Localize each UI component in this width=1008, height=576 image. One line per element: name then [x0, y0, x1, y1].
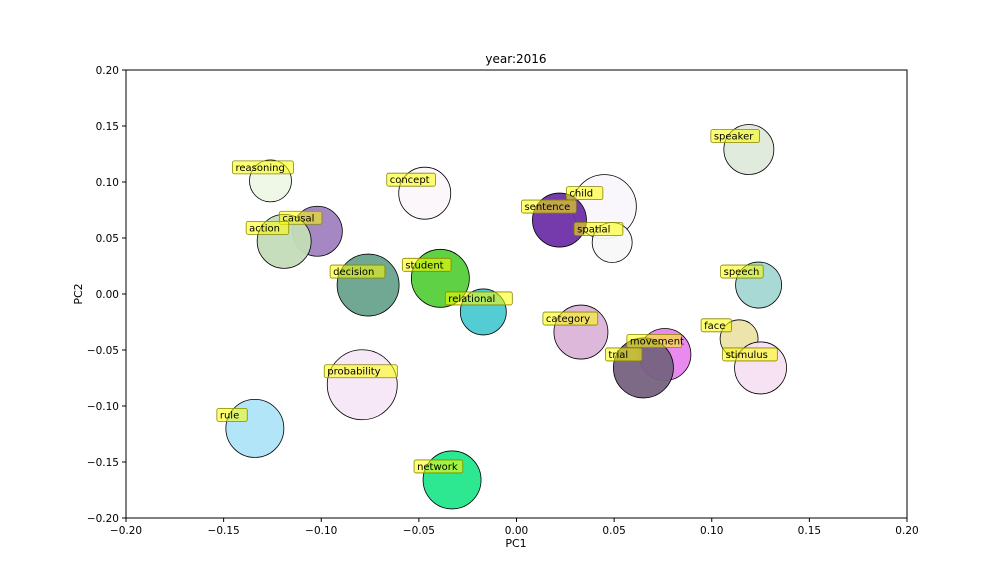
label-network: network: [413, 459, 464, 474]
label-face: face: [700, 318, 732, 333]
y-tick-label: −0.05: [87, 345, 119, 357]
label-text: rule: [220, 410, 239, 421]
label-box: [401, 257, 452, 272]
label-box: [720, 264, 764, 279]
label-text: action: [249, 223, 280, 234]
label-text: relational: [448, 294, 495, 305]
y-tick-label: −0.20: [87, 513, 119, 525]
x-tick-label: 0.00: [505, 525, 528, 537]
chart-title: year:2016: [485, 52, 546, 66]
label-box: [710, 129, 760, 143]
label-sentence: sentence: [521, 199, 577, 214]
y-tick-label: 0.05: [96, 233, 119, 245]
label-box: [245, 220, 290, 235]
label-text: category: [546, 314, 590, 325]
label-box: [413, 459, 464, 474]
label-text: reasoning: [235, 163, 284, 174]
label-rule: rule: [216, 407, 248, 422]
x-tick-label: 0.15: [798, 525, 821, 537]
label-text: spatial: [577, 224, 610, 235]
y-tick-label: 0.20: [96, 65, 119, 77]
y-tick-label: 0.15: [96, 121, 119, 133]
label-text: face: [704, 321, 725, 332]
label-relational: relational: [444, 291, 513, 306]
y-tick-label: 0.00: [96, 289, 119, 301]
label-trial: trial: [605, 347, 643, 362]
label-box: [542, 311, 599, 326]
label-text: trial: [608, 350, 628, 361]
label-box: [216, 407, 248, 422]
x-tick-label: −0.10: [305, 525, 337, 537]
label-student: student: [401, 257, 452, 272]
y-axis-label: PC2: [72, 283, 85, 304]
label-box: [444, 291, 513, 306]
label-probability: probability: [323, 364, 398, 379]
label-box: [722, 347, 778, 362]
label-text: stimulus: [726, 350, 768, 361]
x-tick-label: 0.20: [895, 525, 918, 537]
label-box: [278, 210, 323, 225]
label-box: [386, 172, 436, 187]
label-text: speaker: [714, 132, 754, 143]
point-probability: [326, 349, 398, 421]
y-tick-label: −0.15: [87, 457, 119, 469]
x-tick-label: 0.10: [700, 525, 723, 537]
label-box: [329, 264, 386, 279]
x-tick-label: −0.15: [208, 525, 240, 537]
label-text: movement: [630, 336, 684, 347]
label-child: child: [565, 186, 604, 201]
x-axis: −0.20 −0.15 −0.10 −0.05 0.00 0.05 0.10 0.15 0.20: [110, 518, 919, 537]
label-speaker: speaker: [710, 129, 760, 143]
label-box: [573, 222, 624, 236]
label-action: action: [245, 220, 290, 235]
label-text: concept: [390, 175, 430, 186]
label-text: decision: [333, 267, 374, 278]
x-tick-label: 0.05: [602, 525, 625, 537]
label-box: [232, 160, 294, 175]
label-box: [700, 318, 732, 333]
x-axis-label: PC1: [505, 537, 526, 550]
y-tick-label: −0.10: [87, 401, 119, 413]
x-tick-label: −0.20: [110, 525, 142, 537]
label-category: category: [542, 311, 599, 326]
label-box: [521, 199, 577, 214]
label-text: probability: [327, 367, 380, 378]
label-text: network: [417, 462, 458, 473]
label-text: speech: [724, 267, 760, 278]
label-text: causal: [282, 213, 314, 224]
label-box: [626, 334, 683, 348]
label-movement: movement: [626, 334, 684, 348]
label-concept: concept: [386, 172, 436, 187]
y-tick-label: 0.10: [96, 177, 119, 189]
label-text: child: [569, 189, 593, 200]
label-speech: speech: [720, 264, 764, 279]
label-spatial: spatial: [573, 222, 624, 236]
label-box: [605, 347, 643, 362]
point-decision: [336, 253, 400, 317]
label-text: sentence: [524, 202, 570, 213]
label-reasoning: reasoning: [232, 160, 294, 175]
label-decision: decision: [329, 264, 386, 279]
x-tick-label: −0.05: [403, 525, 435, 537]
label-stimulus: stimulus: [722, 347, 778, 362]
label-text: student: [405, 260, 443, 271]
label-box: [323, 364, 398, 379]
y-axis: −0.20 −0.15 −0.10 −0.05 0.00 0.05 0.10 0.15 0.20: [87, 65, 126, 525]
label-box: [565, 186, 604, 201]
points-layer: [225, 124, 787, 510]
labels-layer: speaker reasoning concept child sentence spat…: [216, 129, 778, 474]
label-causal: causal: [278, 210, 323, 225]
